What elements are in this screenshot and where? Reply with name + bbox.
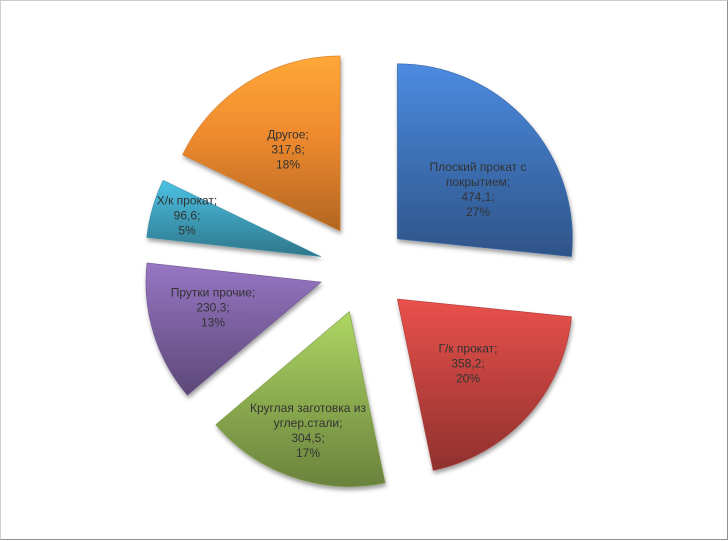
pie-slice-3 [215, 311, 386, 487]
pie-slice-1 [397, 63, 573, 257]
pie-slice-6 [182, 55, 341, 232]
pie-slice-5 [146, 179, 321, 257]
pie-slice-2 [397, 298, 572, 471]
pie-slice-4 [145, 262, 322, 396]
